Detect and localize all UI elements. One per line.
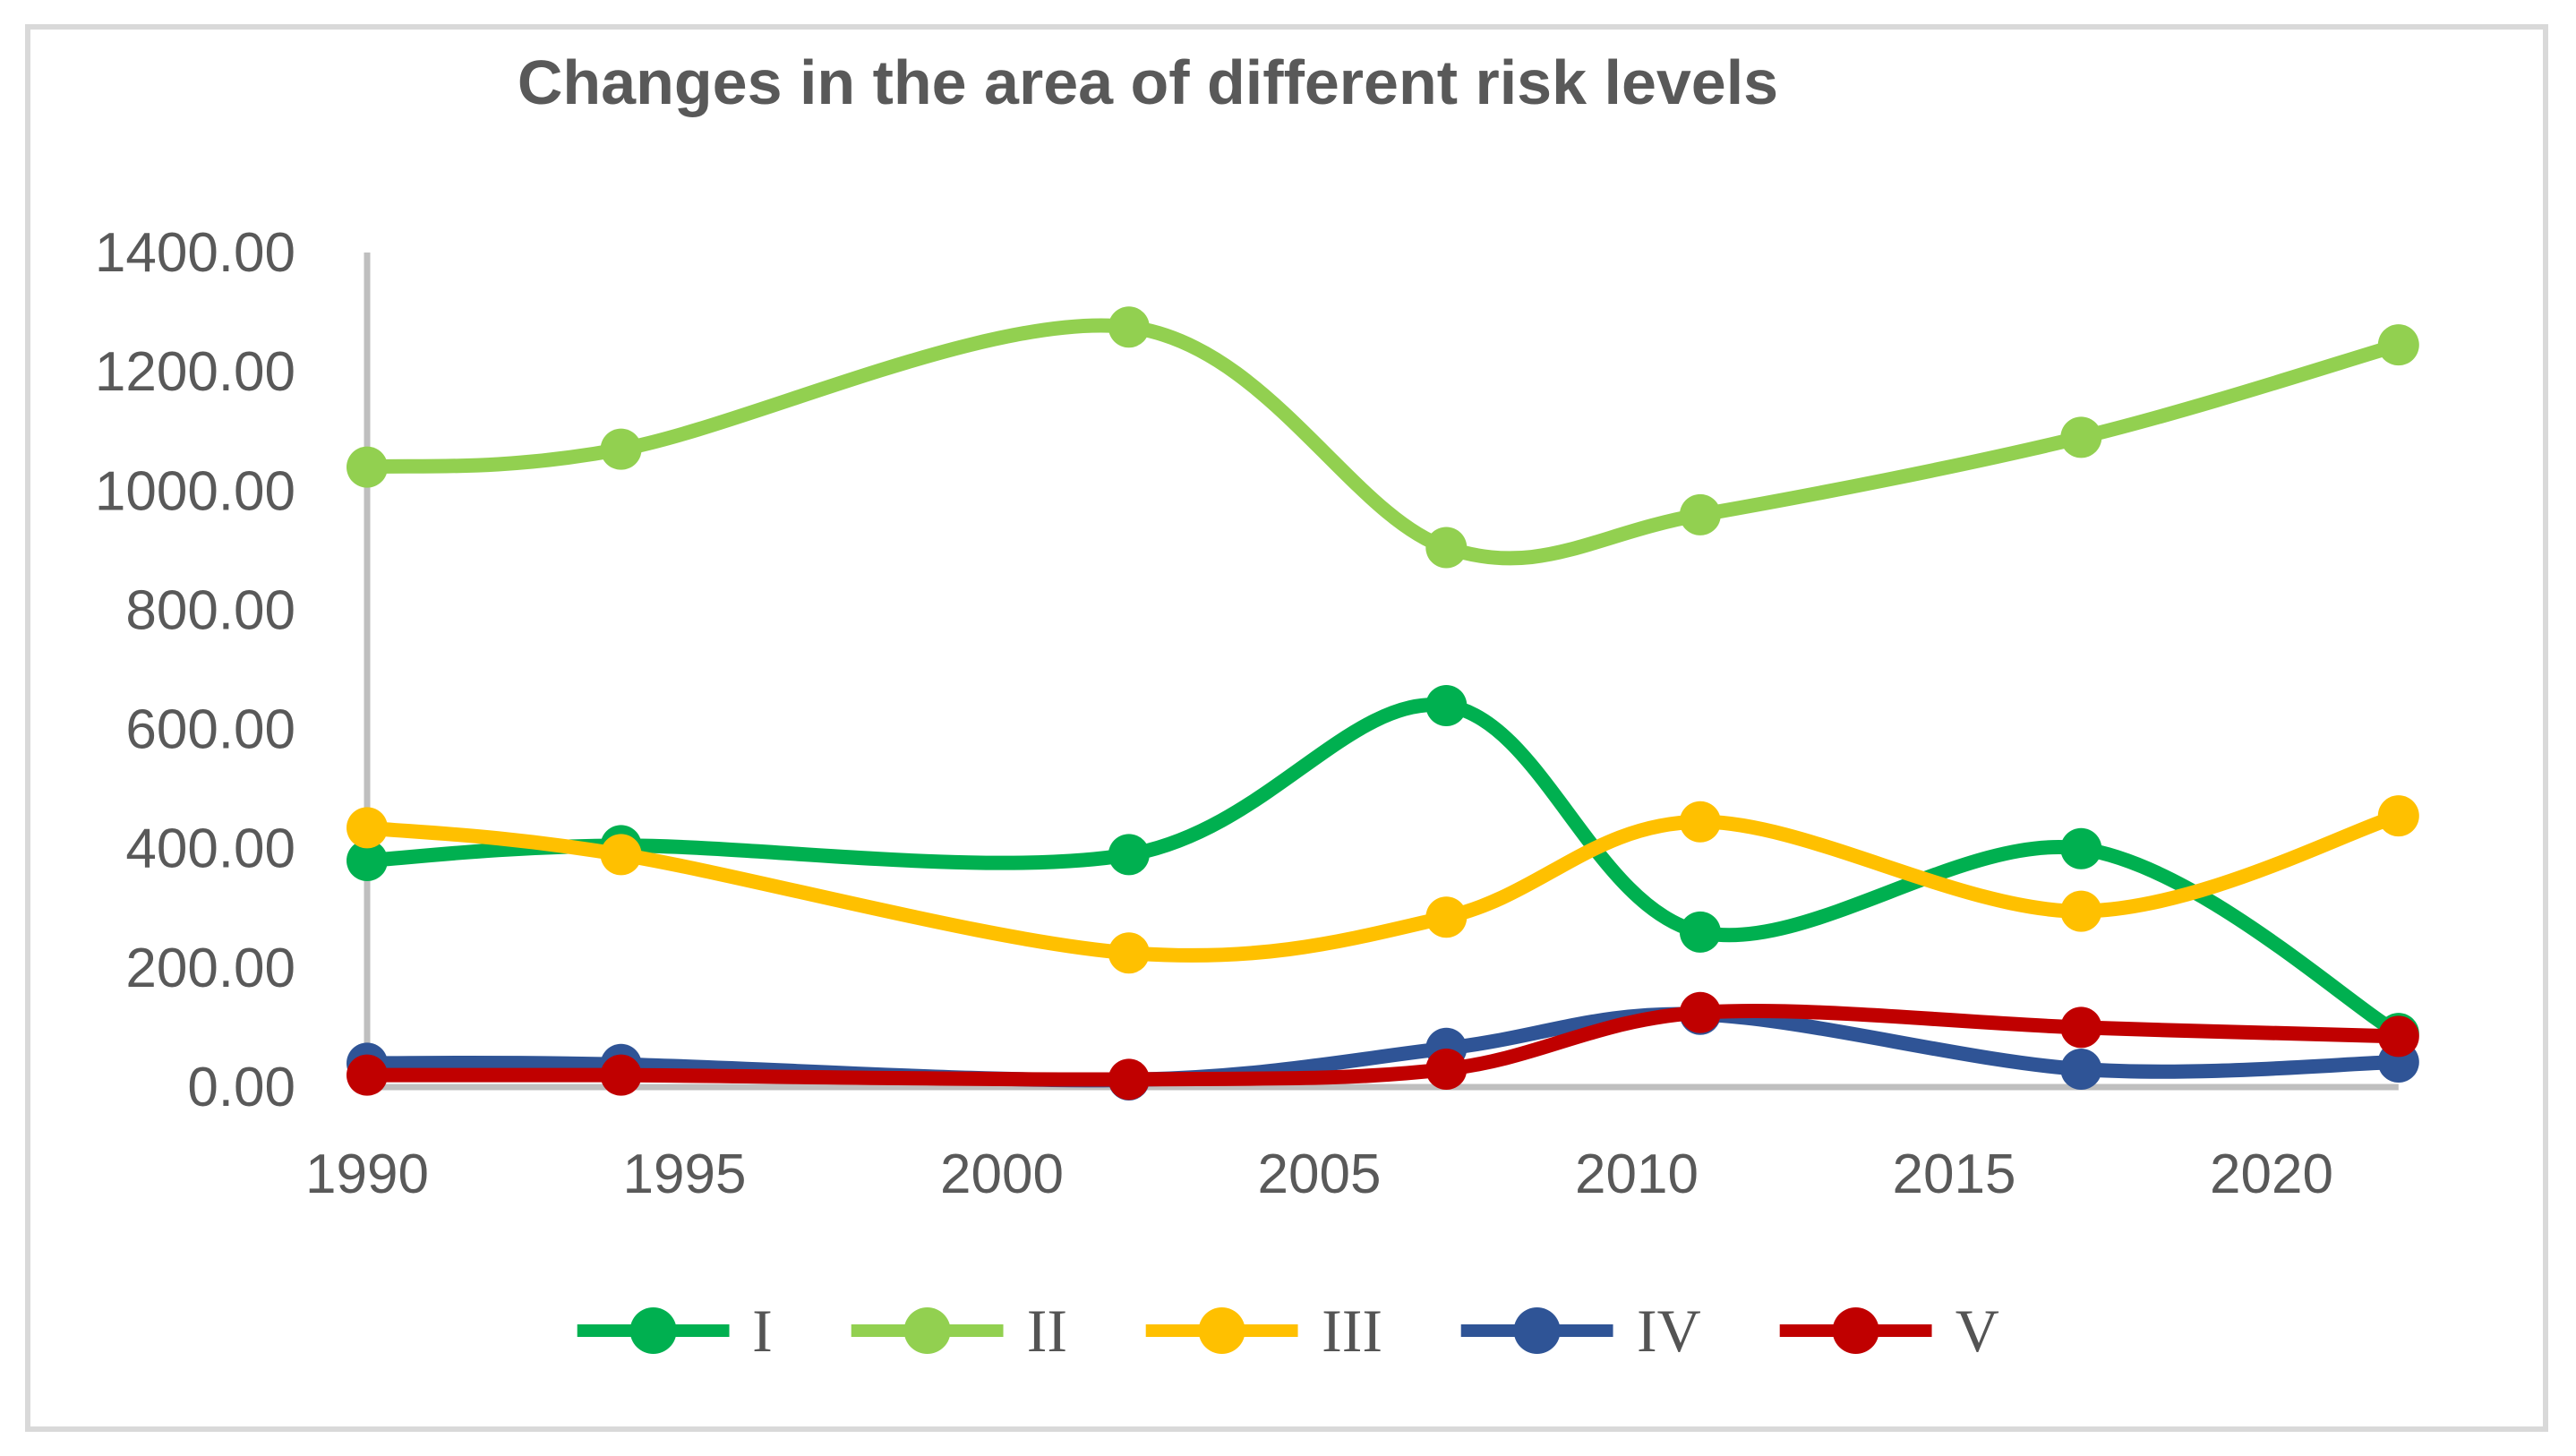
data-point-II-2022 bbox=[2377, 324, 2419, 366]
data-point-I-2007 bbox=[1425, 684, 1468, 726]
data-point-III-2007 bbox=[1425, 896, 1468, 938]
legend-marker-III bbox=[1199, 1307, 1246, 1354]
legend-marker-I bbox=[629, 1307, 677, 1354]
y-tick-label: 1400.00 bbox=[95, 222, 295, 284]
legend-label-III: III bbox=[1322, 1297, 1383, 1365]
y-tick-label: 1000.00 bbox=[95, 460, 295, 522]
legend-item-II: II bbox=[851, 1284, 1068, 1377]
legend-item-III: III bbox=[1146, 1284, 1382, 1377]
data-point-I-1990 bbox=[347, 840, 388, 882]
data-point-I-2002 bbox=[1108, 834, 1150, 876]
data-point-I-2017 bbox=[2060, 827, 2102, 869]
data-point-II-1990 bbox=[347, 446, 388, 488]
legend-swatch-I bbox=[577, 1307, 730, 1354]
chart-title: Changes in the area of different risk le… bbox=[517, 47, 1779, 117]
data-point-V-1994 bbox=[600, 1054, 642, 1096]
data-point-I-2011 bbox=[1679, 911, 1721, 953]
legend-label-V: V bbox=[1955, 1297, 1999, 1365]
data-point-V-2007 bbox=[1425, 1049, 1468, 1091]
x-tick-label: 1995 bbox=[623, 1143, 747, 1205]
data-point-II-2011 bbox=[1679, 493, 1721, 535]
data-point-V-2017 bbox=[2060, 1006, 2102, 1049]
data-point-II-2007 bbox=[1425, 527, 1468, 569]
legend-label-IV: IV bbox=[1637, 1297, 1701, 1365]
y-tick-label: 1200.00 bbox=[95, 341, 295, 403]
data-point-II-2017 bbox=[2060, 416, 2102, 458]
y-tick-label: 400.00 bbox=[125, 818, 295, 880]
data-point-III-2017 bbox=[2060, 890, 2102, 932]
data-point-III-2002 bbox=[1108, 932, 1150, 974]
legend-item-IV: IV bbox=[1461, 1284, 1701, 1377]
legend-label-I: I bbox=[752, 1297, 773, 1365]
data-point-III-2022 bbox=[2377, 795, 2419, 837]
legend: I II III IV V bbox=[577, 1284, 1999, 1377]
data-point-IV-2017 bbox=[2060, 1049, 2102, 1091]
y-tick-label: 800.00 bbox=[125, 579, 295, 641]
x-tick-label: 1990 bbox=[305, 1143, 429, 1205]
y-tick-label: 200.00 bbox=[125, 938, 295, 999]
data-point-III-1994 bbox=[600, 834, 642, 876]
x-tick-label: 2005 bbox=[1258, 1143, 1382, 1205]
legend-swatch-IV bbox=[1461, 1307, 1614, 1354]
data-point-V-2002 bbox=[1108, 1058, 1150, 1101]
legend-label-II: II bbox=[1026, 1297, 1068, 1365]
legend-item-V: V bbox=[1779, 1284, 1999, 1377]
data-point-V-2011 bbox=[1679, 991, 1721, 1033]
legend-marker-V bbox=[1832, 1307, 1879, 1354]
legend-marker-II bbox=[903, 1307, 951, 1354]
data-point-II-1994 bbox=[600, 428, 642, 470]
y-tick-label: 600.00 bbox=[125, 699, 295, 761]
x-tick-label: 2010 bbox=[1575, 1143, 1699, 1205]
legend-swatch-V bbox=[1779, 1307, 1932, 1354]
data-point-II-2002 bbox=[1108, 306, 1150, 348]
x-tick-label: 2000 bbox=[940, 1143, 1064, 1205]
x-tick-label: 2015 bbox=[1893, 1143, 2016, 1205]
legend-swatch-III bbox=[1146, 1307, 1299, 1354]
legend-swatch-II bbox=[851, 1307, 1004, 1354]
legend-item-I: I bbox=[577, 1284, 773, 1377]
x-tick-label: 2020 bbox=[2210, 1143, 2333, 1205]
legend-marker-IV bbox=[1514, 1307, 1562, 1354]
data-point-III-1990 bbox=[347, 807, 388, 849]
y-tick-label: 0.00 bbox=[187, 1057, 295, 1118]
data-point-V-2022 bbox=[2377, 1015, 2419, 1058]
data-point-III-2011 bbox=[1679, 801, 1721, 843]
data-point-V-1990 bbox=[347, 1054, 388, 1096]
